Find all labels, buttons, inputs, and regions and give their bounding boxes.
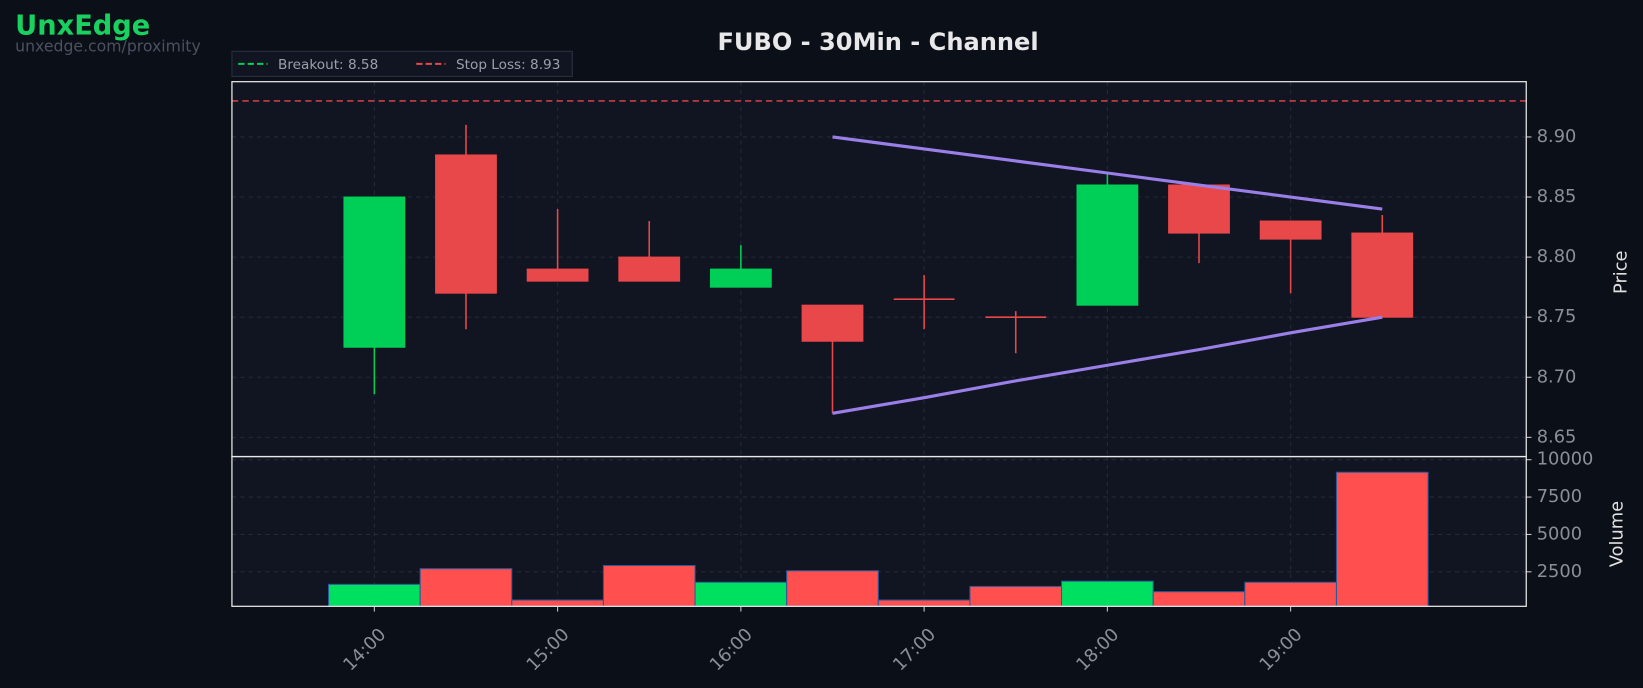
volume-bar — [1335, 471, 1429, 607]
y-tick-label: 8.85 — [1537, 186, 1577, 207]
volume-bar — [511, 599, 604, 607]
volume-bar — [786, 570, 879, 607]
candle-body — [618, 256, 681, 282]
candle-body — [709, 268, 772, 288]
legend-label: Breakout: 8.58 — [278, 57, 378, 73]
candle-body — [435, 154, 497, 294]
y-tick-label: 8.70 — [1537, 366, 1577, 387]
channel-line — [832, 135, 1383, 211]
candle-body — [801, 304, 864, 342]
candle-body — [1076, 184, 1139, 306]
y-tick-label: 10000 — [1537, 449, 1594, 470]
legend-label: Stop Loss: 8.93 — [456, 57, 560, 73]
candle-body — [1259, 220, 1322, 240]
y-tick-label: 8.90 — [1537, 126, 1577, 147]
candle-body — [526, 268, 589, 282]
y-tick-label: 7500 — [1537, 486, 1582, 507]
candles — [231, 100, 1527, 415]
volume-bar — [694, 581, 788, 607]
volume-bar — [1061, 580, 1154, 607]
volume-bar — [969, 585, 1063, 607]
volume-bar — [1152, 591, 1246, 607]
volume-bar — [602, 564, 696, 607]
volume-bar — [419, 568, 513, 607]
y-tick-label: 8.80 — [1537, 246, 1577, 267]
y-axis-label: Price — [1611, 251, 1632, 294]
channel-line — [832, 315, 1383, 415]
volume-axis-label: Volume — [1606, 501, 1627, 567]
candle-body — [1351, 232, 1414, 318]
legend — [231, 50, 573, 77]
brand-name: UnxEdge — [15, 11, 150, 42]
brand-url: unxedge.com/proximity — [15, 37, 201, 56]
candle-body — [343, 196, 406, 348]
plot-area — [231, 81, 1527, 607]
y-tick-label: 8.75 — [1537, 306, 1577, 327]
volume-bar — [877, 599, 971, 607]
y-tick-label: 2500 — [1537, 561, 1582, 582]
volume-bar — [328, 583, 421, 607]
candle-body — [1168, 184, 1230, 234]
volume-frame — [231, 455, 1527, 607]
chart-title: FUBO - 30Min - Channel — [717, 28, 1038, 56]
y-tick-label: 8.65 — [1537, 426, 1577, 447]
y-tick-label: 5000 — [1537, 523, 1582, 544]
volume-bar — [1244, 581, 1337, 607]
